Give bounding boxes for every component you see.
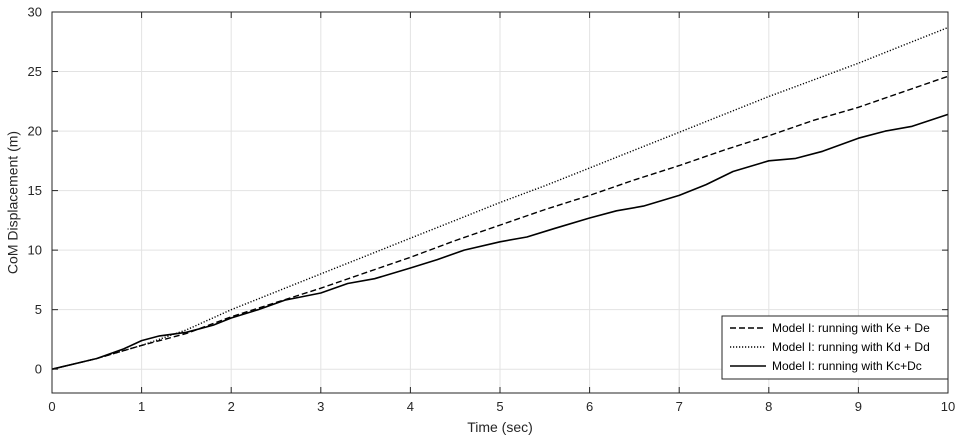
x-tick-label: 9 <box>855 399 862 414</box>
x-tick-label: 1 <box>138 399 145 414</box>
series-lines <box>51 26 949 370</box>
series-line-1 <box>51 26 949 370</box>
x-tick-label: 7 <box>676 399 683 414</box>
x-tick-label: 3 <box>317 399 324 414</box>
y-tick-label: 0 <box>35 362 42 377</box>
series-line-2 <box>51 113 949 370</box>
y-axis-label: CoM Displacement (m) <box>5 131 21 274</box>
legend-label-0: Model I: running with Ke + De <box>772 321 930 335</box>
x-axis-label: Time (sec) <box>467 419 533 435</box>
axis-ticks: 0 1 2 3 4 5 6 7 8 9 10 0 5 10 15 20 25 30 <box>28 5 956 415</box>
x-tick-label: 5 <box>496 399 503 414</box>
y-tick-label: 5 <box>35 302 42 317</box>
legend-box <box>721 315 949 380</box>
x-tick-label: 0 <box>48 399 55 414</box>
y-tick-label: 30 <box>28 5 42 20</box>
legend-label-2: Model I: running with Kc+Dc <box>772 359 922 373</box>
x-tick-label: 8 <box>765 399 772 414</box>
legend: Model I: running with Ke + De Model I: ru… <box>721 315 949 380</box>
y-tick-label: 20 <box>28 124 42 139</box>
x-tick-label: 10 <box>941 399 955 414</box>
x-tick-label: 4 <box>407 399 414 414</box>
y-tick-label: 15 <box>28 183 42 198</box>
x-tick-label: 6 <box>586 399 593 414</box>
x-tick-label: 2 <box>228 399 235 414</box>
y-tick-label: 10 <box>28 243 42 258</box>
legend-label-1: Model I: running with Kd + Dd <box>772 340 930 354</box>
y-tick-label: 25 <box>28 64 42 79</box>
